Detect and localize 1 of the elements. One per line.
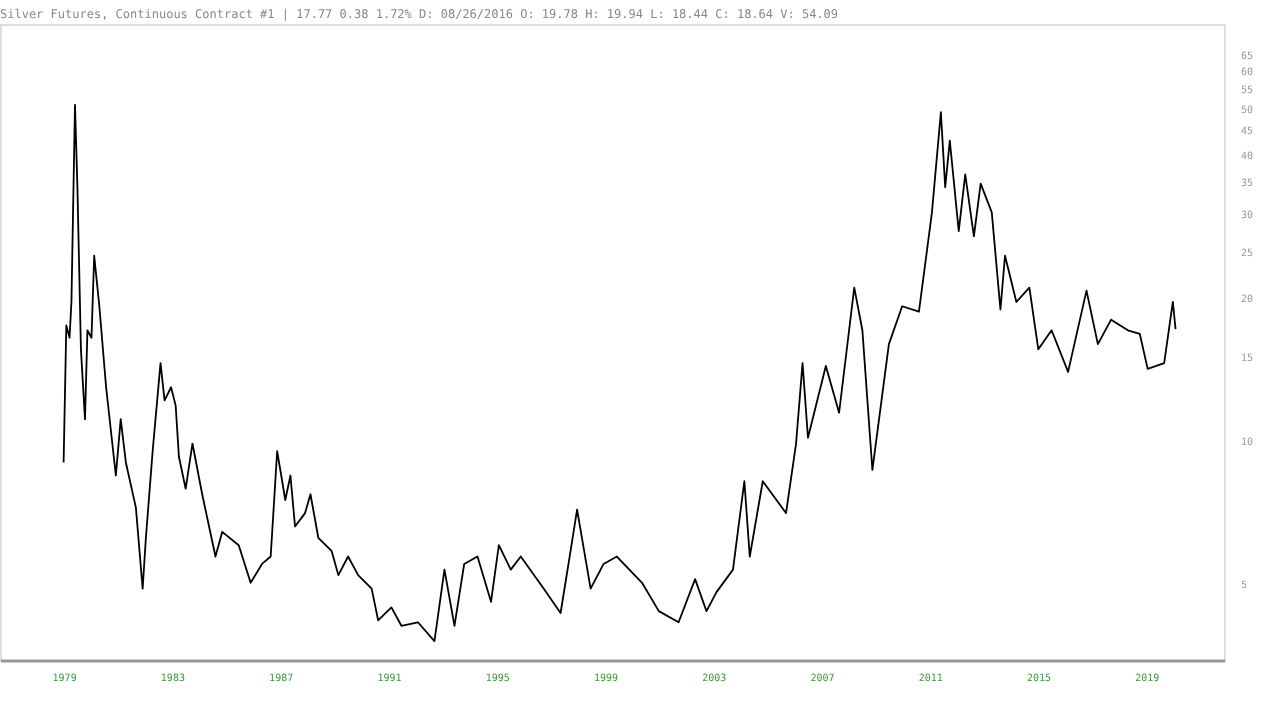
line-series — [62, 103, 1177, 642]
